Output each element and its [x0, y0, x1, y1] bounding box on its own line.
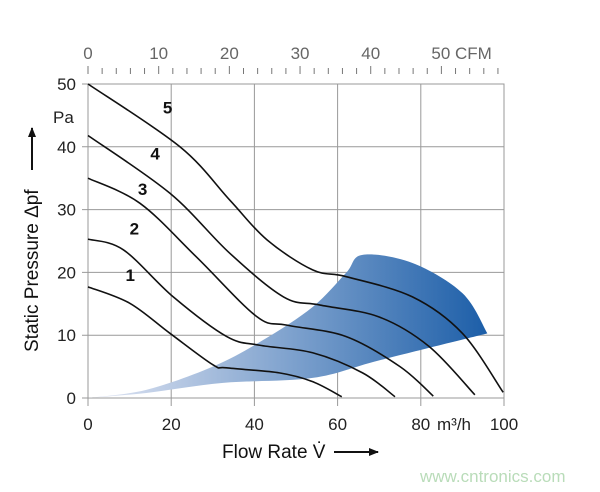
grid — [82, 83, 505, 406]
y-tick-label: 30 — [57, 201, 76, 220]
top-tick-label: 20 — [220, 44, 239, 63]
top-tick-label: 50 CFM — [431, 44, 491, 63]
operating-region — [88, 254, 488, 398]
fan-curve-1 — [87, 286, 343, 398]
curve-label-4: 4 — [150, 144, 160, 163]
curve-label-2: 2 — [130, 220, 139, 239]
fan-curves: 1 2 34 5 — [87, 83, 504, 398]
y-tick-label: 20 — [57, 263, 76, 282]
x-tick-label: 40 — [245, 415, 264, 434]
fan-curve-3 — [87, 177, 434, 397]
top-tick-label: 30 — [291, 44, 310, 63]
x-axis-title: Flow Rate V̇ — [222, 442, 326, 463]
watermark: www.cntronics.com — [419, 467, 565, 486]
x-tick-label: 20 — [162, 415, 181, 434]
fan-curve-4 — [87, 134, 476, 396]
y-tick-label: 50 — [57, 75, 76, 94]
curve-label-1: 1 — [125, 266, 134, 285]
top-tick-label: 40 — [361, 44, 380, 63]
curve-label-5: 5 — [163, 99, 172, 118]
axes: 0 20 40 60 80 100 0 10 20 30 40 50 0 10 20 30 40 50 CFM — [57, 44, 518, 434]
y-tick-label: 10 — [57, 326, 76, 345]
plot-frame — [87, 83, 505, 399]
top-tick-label: 0 — [83, 44, 92, 63]
x-unit-label: m³/h — [437, 415, 471, 434]
top-tick-label: 10 — [149, 44, 168, 63]
y-tick-label: 40 — [57, 138, 76, 157]
x-tick-label: 100 — [490, 415, 518, 434]
fan-curve-5 — [87, 83, 504, 393]
fan-curve-2 — [87, 238, 396, 398]
x-tick-label: 80 — [411, 415, 430, 434]
x-tick-label: 60 — [328, 415, 347, 434]
curve-label-3: 3 — [138, 180, 147, 199]
x-tick-label: 0 — [83, 415, 92, 434]
y-tick-label: 0 — [67, 389, 76, 408]
y-unit-label: Pa — [53, 108, 74, 127]
y-axis-title: Static Pressure Δpf — [22, 189, 43, 352]
